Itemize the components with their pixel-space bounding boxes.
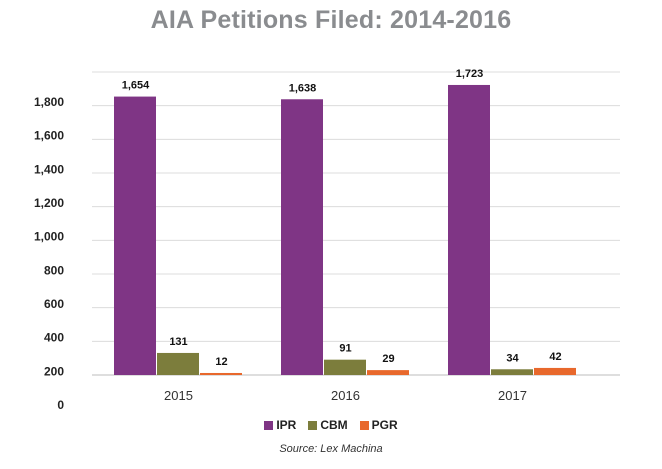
legend-swatch-cbm <box>308 420 318 430</box>
chart-title: AIA Petitions Filed: 2014-2016 <box>150 6 512 34</box>
y-tick-label-1800: 1,800 <box>34 95 64 109</box>
legend-item-pgr: PGR <box>359 418 398 432</box>
data-labels: 1,654 131 12 1,638 91 29 1,723 34 42 <box>122 68 562 368</box>
y-tick-label-400: 400 <box>44 331 64 345</box>
y-tick-label-1000: 1,000 <box>34 230 64 244</box>
bar-cbm-2016 <box>324 359 366 375</box>
legend-label-pgr: PGR <box>371 418 398 432</box>
x-category-label-2015: 2015 <box>164 388 193 403</box>
bar-ipr-2016 <box>281 99 323 376</box>
bar-cbm-2017 <box>491 369 533 375</box>
bar-ipr-2015 <box>114 96 156 376</box>
y-tick-label-600: 600 <box>44 297 64 311</box>
legend-item-ipr: IPR <box>264 418 296 432</box>
source-note: Source: Lex Machina <box>279 443 383 455</box>
y-tick-label-0: 0 <box>57 398 64 412</box>
legend-item-cbm: CBM <box>308 418 348 432</box>
y-tick-label-800: 800 <box>44 263 64 277</box>
y-tick-label-200: 200 <box>44 364 64 378</box>
legend-label-cbm: CBM <box>320 418 348 432</box>
bar-cbm-2015 <box>157 352 199 375</box>
data-label-pgr-2016: 29 <box>382 353 394 365</box>
data-label-ipr-2015: 1,654 <box>122 80 150 92</box>
y-axis-ticks: 0 200 400 600 800 1,000 1,200 1,400 1,600 1,800 <box>34 95 64 412</box>
data-label-ipr-2017: 1,723 <box>456 68 484 80</box>
data-label-pgr-2017: 42 <box>549 351 561 363</box>
x-axis-categories: 2015 2016 2017 <box>164 388 527 403</box>
x-category-label-2016: 2016 <box>331 388 360 403</box>
y-tick-label-1200: 1,200 <box>34 196 64 210</box>
legend: IPR CBM PGR <box>0 418 662 432</box>
gridlines <box>92 71 620 376</box>
x-category-label-2017: 2017 <box>498 388 527 403</box>
data-label-cbm-2016: 91 <box>339 343 351 355</box>
data-label-pgr-2015: 12 <box>215 356 227 368</box>
legend-label-ipr: IPR <box>276 418 297 432</box>
bar-pgr-2017 <box>534 367 576 375</box>
bar-ipr-2017 <box>448 84 490 375</box>
bar-pgr-2015 <box>200 372 242 375</box>
bars <box>114 84 576 376</box>
y-tick-label-1600: 1,600 <box>34 129 64 143</box>
legend-swatch-pgr <box>359 420 369 430</box>
y-tick-label-1400: 1,400 <box>34 162 64 176</box>
data-label-cbm-2015: 131 <box>169 336 187 348</box>
legend-swatch-ipr <box>264 420 274 430</box>
data-label-ipr-2016: 1,638 <box>289 82 317 94</box>
data-label-cbm-2017: 34 <box>506 352 519 364</box>
bar-pgr-2016 <box>367 370 409 375</box>
